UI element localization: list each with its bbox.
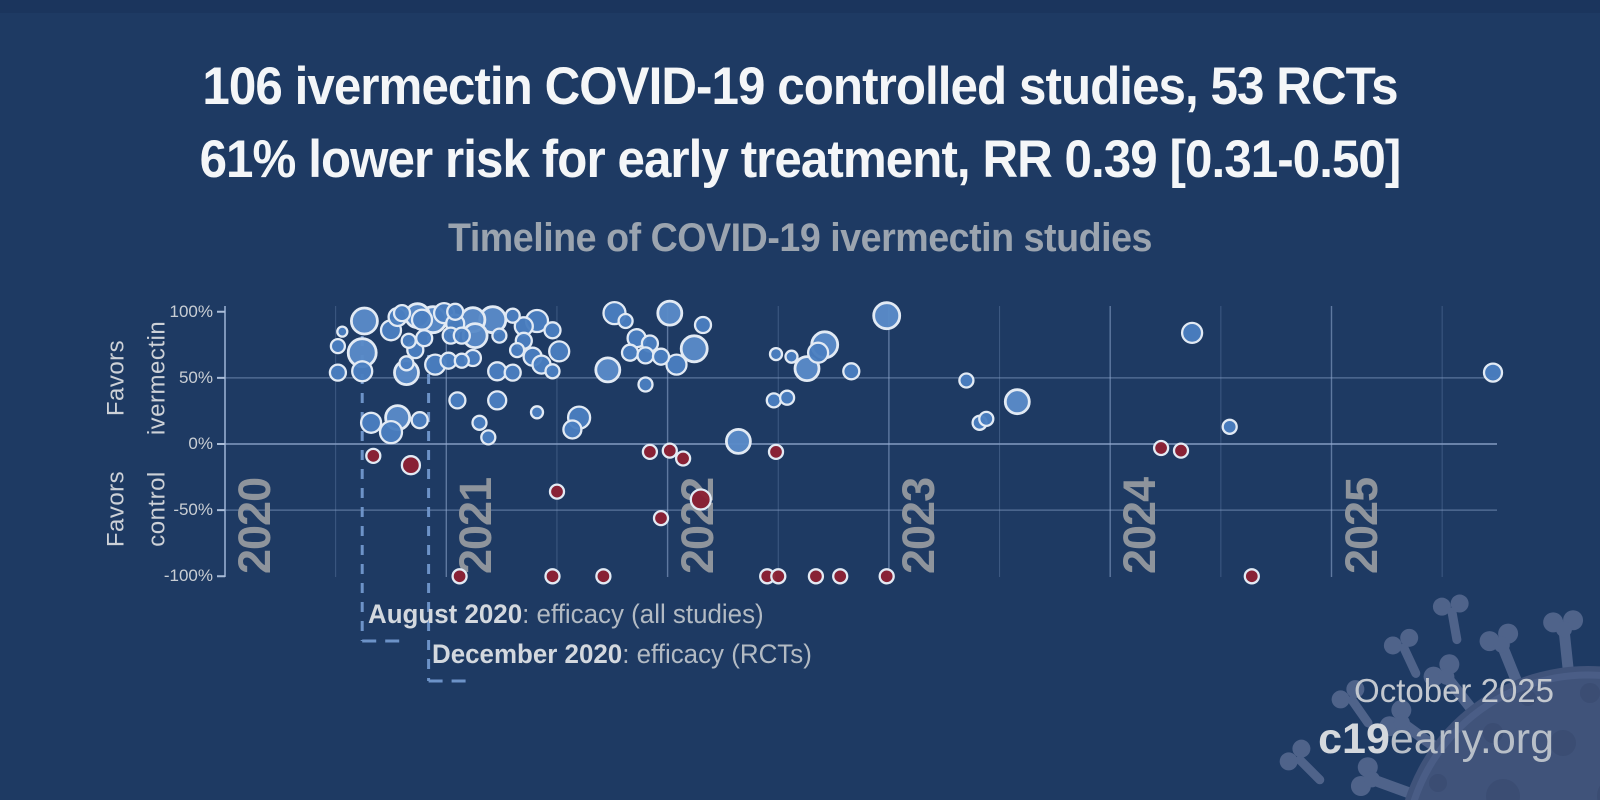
top-border [0,0,1600,13]
annotation-august-bold: August 2020 [368,599,523,629]
page-title: 106 ivermectin COVID-19 controlled studi… [56,50,1544,196]
y-axis-tick-label: -50% [173,500,213,520]
footer-date: October 2025 [1354,672,1554,709]
title-line-2: 61% lower risk for early treatment, RR 0… [199,130,1402,190]
annotation-august-2020: August 2020: efficacy (all studies) [368,599,764,630]
annotation-december-rest: : efficacy (RCTs) [622,639,812,669]
y-axis-tick-label: 0% [188,434,213,453]
y-axis-tick-label: 50% [178,367,213,387]
footer: October 2025 c19early.org [1318,672,1554,764]
y-axis-tick-label: 100% [169,301,213,321]
annotation-august-rest: : efficacy (all studies) [522,599,764,629]
brand-rest: early.org [1389,715,1554,763]
brand-logo: c19early.org [1318,715,1554,764]
annotation-december-bold: December 2020 [432,639,623,669]
title-line-1: 106 ivermectin COVID-19 controlled studi… [202,57,1398,116]
brand-bold: c19 [1318,715,1390,763]
annotation-december-2020: December 2020: efficacy (RCTs) [432,639,812,670]
y-axis-tick-label: -100% [163,566,213,586]
chart-title: Timeline of COVID-19 ivermectin studies [448,216,1152,260]
